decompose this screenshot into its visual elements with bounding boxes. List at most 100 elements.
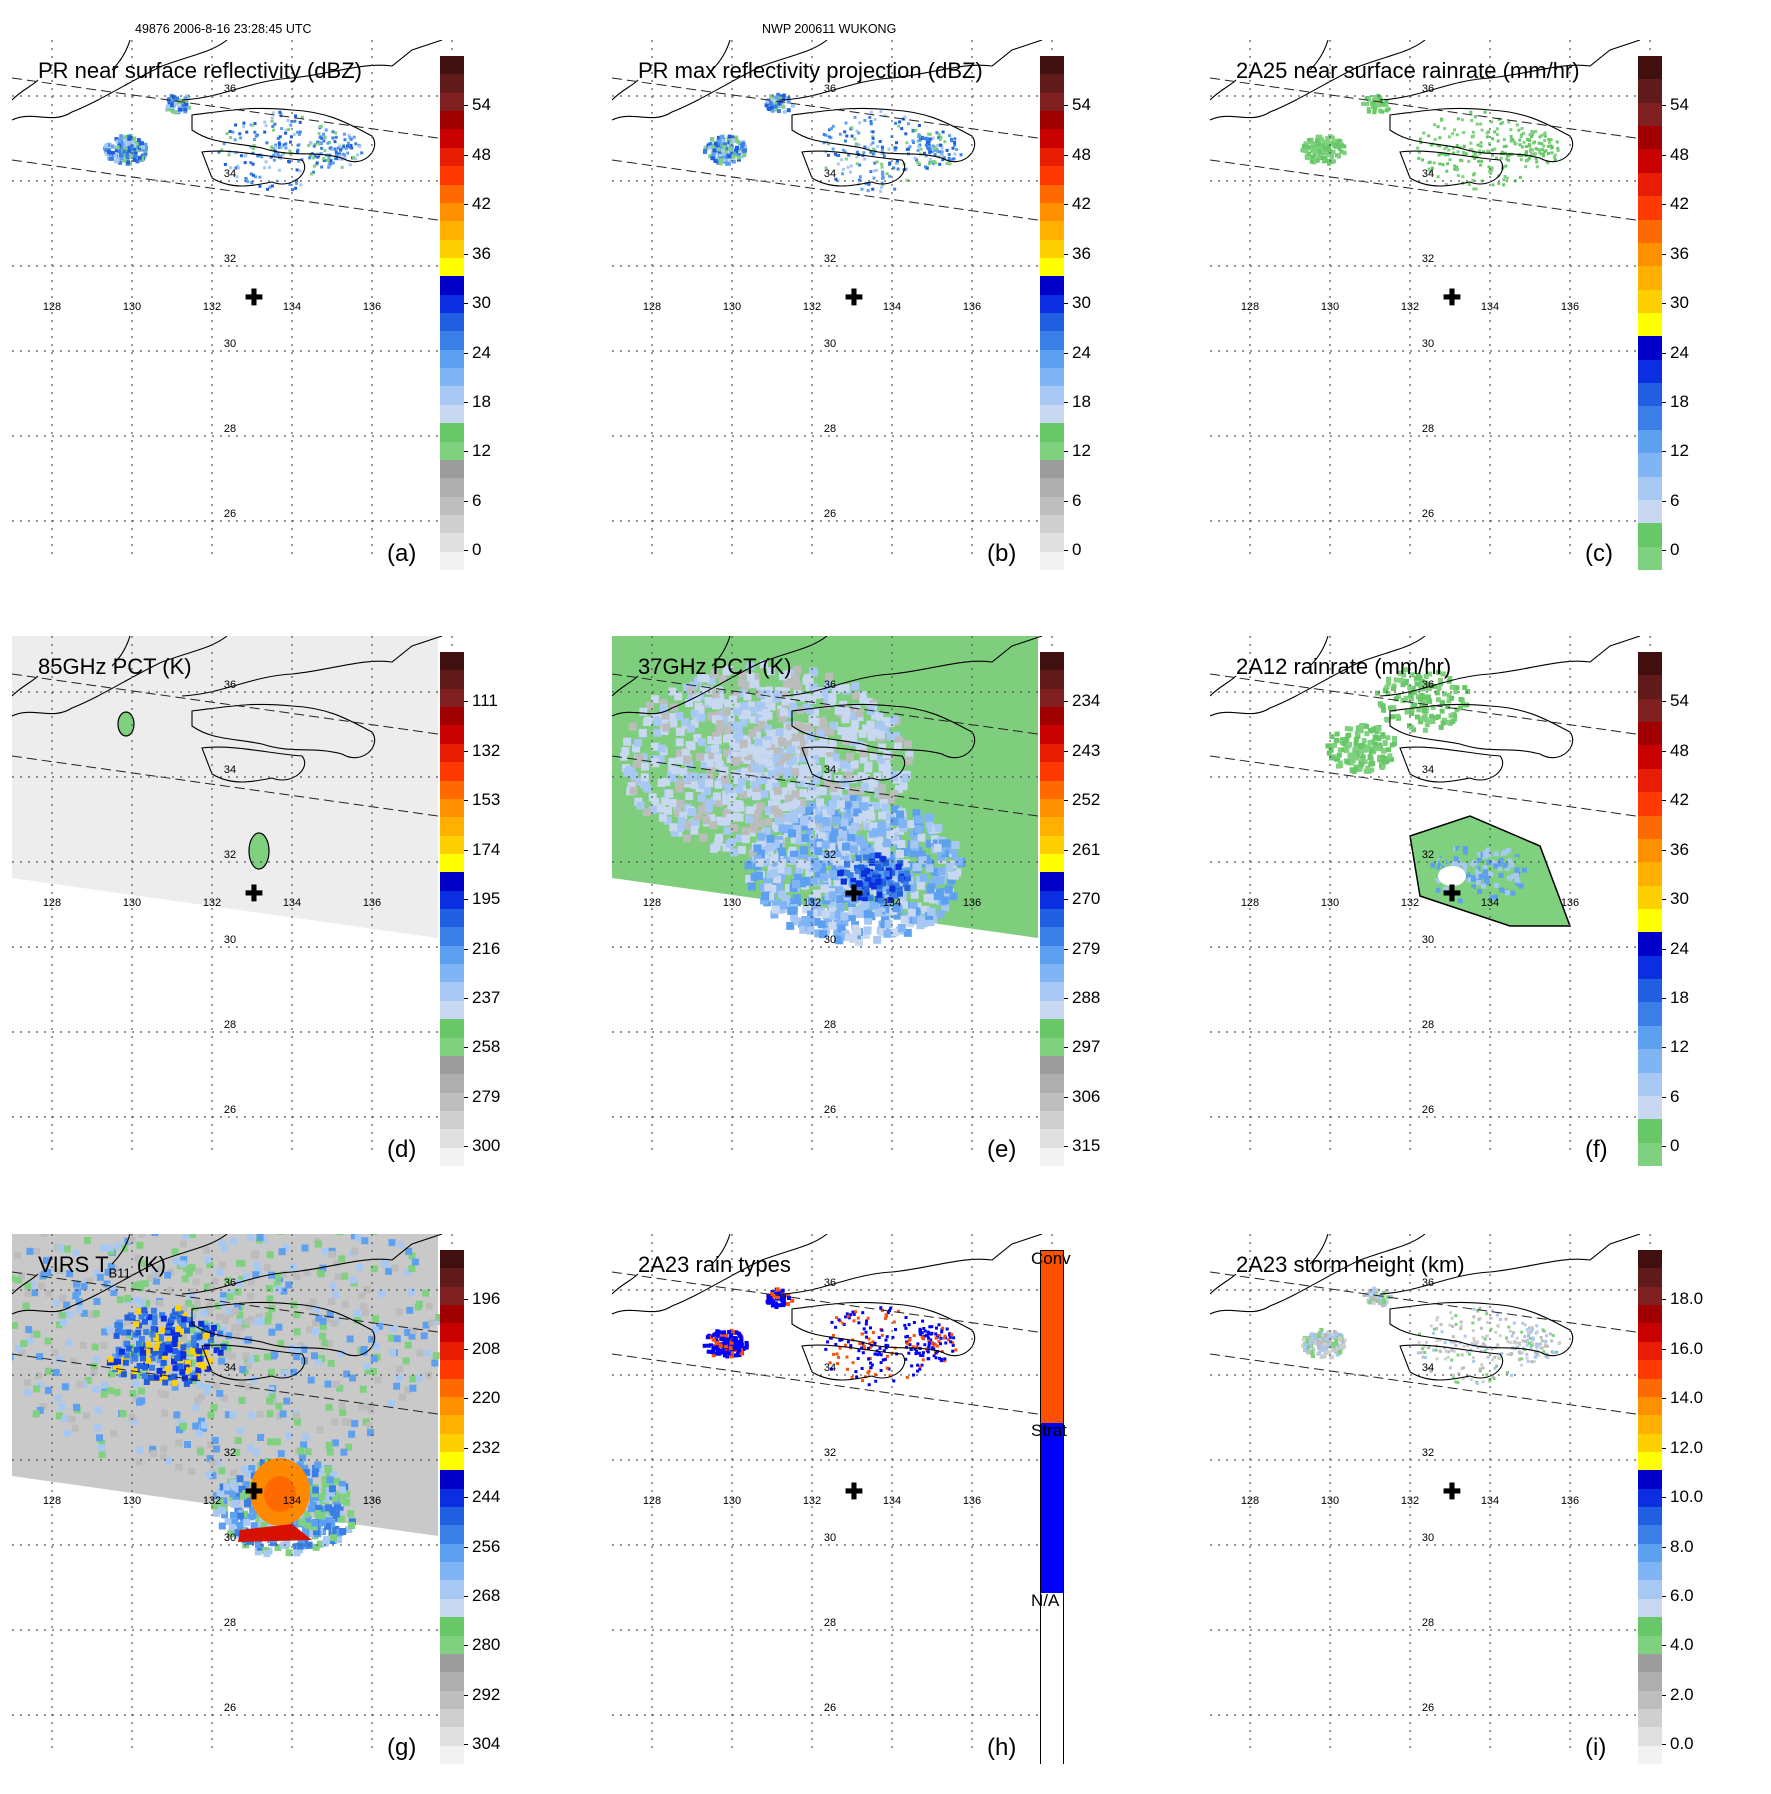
echo-pixel xyxy=(333,1381,340,1388)
echo-pixel xyxy=(659,814,667,822)
lat-label: 34 xyxy=(1422,168,1434,180)
colorbar-segment xyxy=(1638,979,1662,1003)
colorbar-segment xyxy=(440,652,464,671)
echo-pixel xyxy=(815,815,823,823)
echo-pixel xyxy=(729,696,737,704)
echo-pixel xyxy=(842,715,850,723)
echo-pixel xyxy=(887,148,890,151)
echo-pixel xyxy=(851,135,854,138)
echo-pixel xyxy=(769,101,773,105)
colorbar-tick-mark xyxy=(1064,105,1068,106)
echo-pixel xyxy=(94,1424,101,1431)
echo-pixel xyxy=(161,1360,167,1366)
echo-pixel xyxy=(1503,880,1508,885)
echo-pixel xyxy=(675,785,683,793)
echo-pixel xyxy=(683,834,691,842)
echo-pixel xyxy=(149,1365,155,1371)
panel-a: 363432302826128130132134136138✚PR near s… xyxy=(12,40,572,600)
echo-pixel xyxy=(1383,756,1388,761)
echo-pixel xyxy=(926,138,929,141)
colorbar-tick-label: 18 xyxy=(1670,988,1689,1008)
echo-pixel xyxy=(184,1441,191,1448)
colorbar-tick-label: 42 xyxy=(1670,790,1689,810)
echo-pixel xyxy=(140,141,144,145)
echo-pixel xyxy=(1429,714,1434,719)
echo-pixel xyxy=(872,137,875,140)
echo-pixel xyxy=(98,1444,105,1451)
echo-pixel xyxy=(1421,158,1424,161)
echo-pixel xyxy=(1359,723,1364,728)
echo-pixel xyxy=(765,759,773,767)
colorbar-segment xyxy=(440,240,464,259)
echo-pixel xyxy=(896,810,904,818)
echo-pixel xyxy=(347,1336,354,1343)
lat-label: 28 xyxy=(1422,1019,1434,1031)
panel-title: PR near surface reflectivity (dBZ) xyxy=(38,58,362,84)
echo-pixel xyxy=(142,1364,148,1370)
echo-pixel xyxy=(222,1317,229,1324)
echo-pixel xyxy=(939,138,942,141)
echo-pixel xyxy=(110,1430,117,1437)
echo-pixel xyxy=(1392,736,1397,741)
colorbar-segment xyxy=(440,725,464,744)
echo-pixel xyxy=(1438,136,1441,139)
echo-pixel xyxy=(326,1442,333,1449)
colorbar-segment xyxy=(1040,781,1064,800)
echo-pixel xyxy=(874,118,877,121)
echo-pixel xyxy=(861,802,869,810)
echo-pixel xyxy=(1370,761,1375,766)
colorbar-tick-label: 6 xyxy=(472,491,481,511)
echo-pixel xyxy=(1307,145,1311,149)
echo-pixel xyxy=(1542,145,1545,148)
echo-pixel xyxy=(639,708,647,716)
echo-pixel xyxy=(278,143,281,146)
echo-pixel xyxy=(24,1379,31,1386)
echo-pixel xyxy=(927,147,930,150)
echo-pixel xyxy=(1528,139,1531,142)
echo-pixel xyxy=(843,130,846,133)
echo-pixel xyxy=(899,820,907,828)
echo-pixel xyxy=(946,863,954,871)
echo-pixel xyxy=(322,133,325,136)
echo-pixel xyxy=(1316,135,1320,139)
echo-pixel xyxy=(266,1295,273,1302)
echo-pixel xyxy=(1477,144,1480,147)
echo-pixel xyxy=(1385,735,1390,740)
colorbar-segment xyxy=(440,478,464,497)
echo-pixel xyxy=(281,146,284,149)
echo-pixel xyxy=(792,790,800,798)
echo-pixel xyxy=(847,834,855,842)
echo-pixel xyxy=(394,1335,401,1342)
echo-pixel xyxy=(1345,760,1350,765)
echo-pixel xyxy=(758,721,766,729)
echo-pixel xyxy=(116,145,120,149)
colorbar-segment xyxy=(1638,220,1662,244)
echo-pixel xyxy=(347,142,350,145)
echo-pixel xyxy=(1477,160,1480,163)
echo-pixel xyxy=(920,874,928,882)
echo-pixel xyxy=(1477,846,1482,851)
echo-pixel xyxy=(738,778,746,786)
echo-pixel xyxy=(35,1372,42,1379)
echo-pixel xyxy=(175,1464,182,1471)
echo-pixel xyxy=(861,783,869,791)
colorbar-segment xyxy=(440,313,464,332)
storm-center-cross-icon: ✚ xyxy=(1443,881,1461,907)
colorbar-segment xyxy=(440,1111,464,1130)
echo-pixel xyxy=(1532,131,1535,134)
echo-pixel xyxy=(859,696,867,704)
colorbar-tick-label: 0 xyxy=(1670,540,1679,560)
echo-pixel xyxy=(853,137,856,140)
echo-pixel xyxy=(763,740,771,748)
echo-pixel xyxy=(711,156,715,160)
echo-pixel xyxy=(710,137,714,141)
echo-pixel xyxy=(1507,121,1510,124)
echo-pixel xyxy=(59,1295,66,1302)
echo-pixel xyxy=(308,1377,315,1384)
echo-pixel xyxy=(1412,703,1417,708)
echo-pixel xyxy=(1310,160,1314,164)
echo-pixel xyxy=(907,122,910,125)
colorbar-tick-mark xyxy=(1662,353,1666,354)
echo-pixel xyxy=(336,1234,343,1235)
echo-pixel xyxy=(184,103,188,107)
